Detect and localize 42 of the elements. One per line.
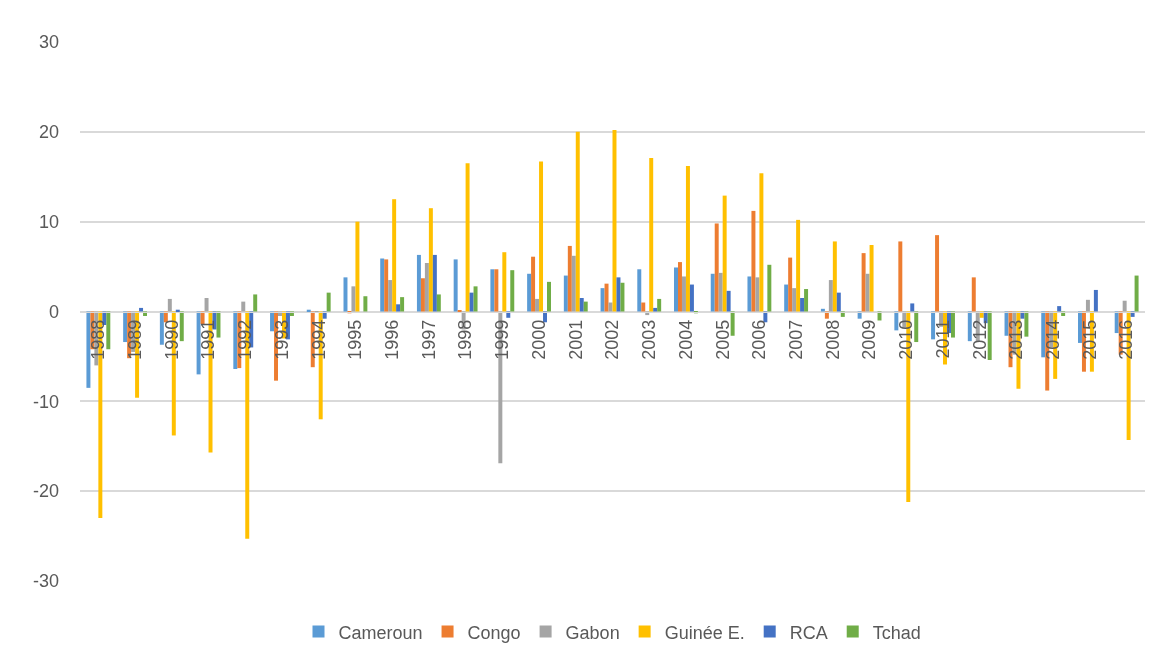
x-tick-label: 1999 — [492, 319, 513, 360]
y-tick-label: -10 — [32, 391, 59, 412]
x-tick-label: 1989 — [124, 319, 145, 360]
x-tick-label: 2008 — [822, 319, 843, 360]
x-tick-label: 1990 — [161, 319, 182, 360]
legend-label: Tchad — [872, 622, 921, 643]
x-tick-label: 1993 — [271, 319, 292, 360]
legend-label: Guinée E. — [664, 622, 745, 643]
x-tick-label: 1988 — [88, 319, 109, 360]
legend-label: Gabon — [565, 622, 620, 643]
y-tick-label: 10 — [38, 211, 59, 232]
x-tick-label: 2007 — [785, 319, 806, 360]
x-tick-label: 2004 — [675, 319, 696, 360]
x-tick-label: 2010 — [896, 319, 917, 360]
legend-label: RCA — [789, 622, 828, 643]
x-tick-label: 1992 — [235, 319, 256, 360]
x-tick-label: 2003 — [639, 319, 660, 360]
x-tick-label: 2013 — [1006, 319, 1027, 360]
y-tick-label: 30 — [38, 32, 59, 53]
x-tick-label: 2005 — [712, 319, 733, 360]
x-tick-label: 2006 — [749, 319, 770, 360]
x-tick-label: 2012 — [969, 319, 990, 360]
x-tick-label: 1997 — [418, 319, 439, 360]
x-tick-label: 2001 — [565, 319, 586, 360]
y-tick-label: -30 — [32, 571, 59, 592]
x-tick-label: 2016 — [1116, 319, 1137, 360]
x-tick-label: 1995 — [345, 319, 366, 360]
legend-label: Congo — [467, 622, 521, 643]
x-tick-label: 1998 — [455, 319, 476, 360]
x-tick-label: 2014 — [1043, 319, 1064, 360]
x-tick-label: 2015 — [1079, 319, 1100, 360]
x-tick-label: 2011 — [932, 319, 953, 359]
legend-label: Cameroun — [338, 622, 423, 643]
x-tick-label: 1996 — [382, 319, 403, 360]
x-tick-label: 2002 — [602, 319, 623, 360]
y-tick-label: 0 — [48, 301, 59, 322]
y-tick-label: -20 — [32, 481, 59, 502]
x-tick-label: 2009 — [859, 319, 880, 360]
y-tick-label: 20 — [38, 122, 59, 143]
x-tick-label: 2000 — [528, 319, 549, 360]
x-tick-label: 1991 — [198, 319, 219, 360]
x-tick-label: 1994 — [308, 319, 329, 360]
